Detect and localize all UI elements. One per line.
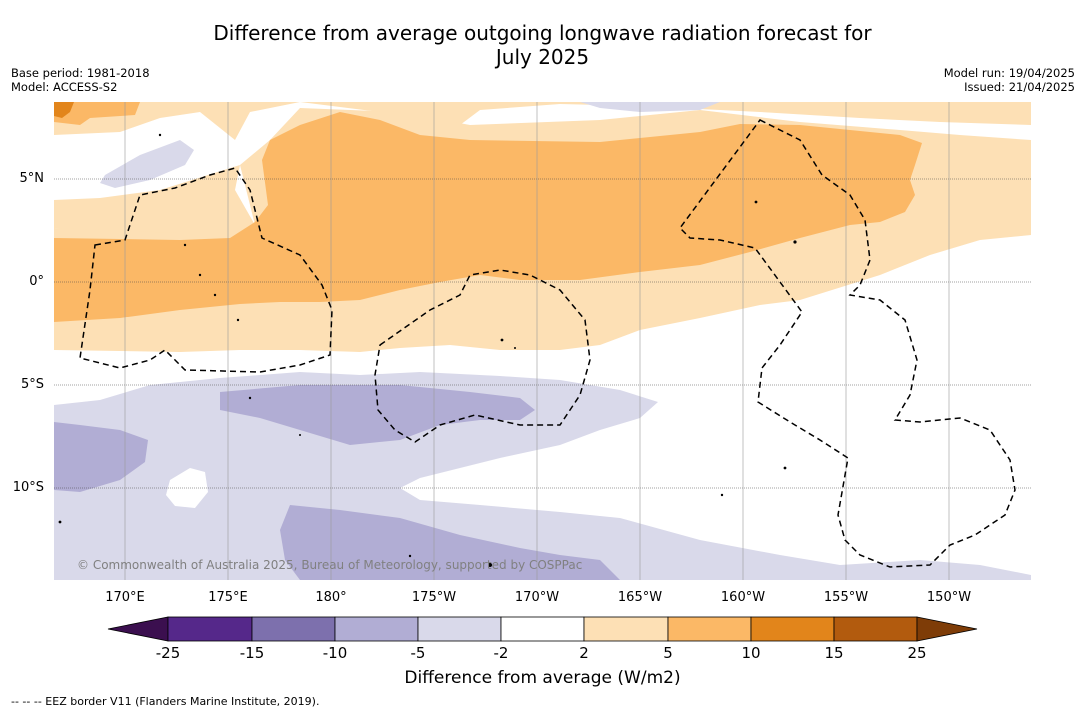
lon-label-175w: 175°W — [411, 590, 457, 605]
islands — [58, 133, 797, 567]
colorbar-tick: -10 — [322, 644, 348, 662]
positive-band-light — [54, 102, 1031, 240]
issued-date: Issued: 21/04/2025 — [964, 80, 1075, 94]
lon-label-175e: 175°E — [208, 590, 248, 605]
colorbar-tick: 2 — [579, 644, 589, 662]
lon-label-155w: 155°W — [823, 590, 869, 605]
lon-label-170w: 170°W — [514, 590, 560, 605]
colorbar-tick: -25 — [155, 644, 181, 662]
model-name: Model: ACCESS-S2 — [11, 80, 118, 94]
negative-patch-north — [100, 140, 194, 188]
lat-label-5s: 5°S — [20, 377, 44, 392]
lon-label-180: 180° — [315, 590, 347, 605]
positive-band-medium — [54, 112, 922, 322]
colorbar-tick: -15 — [239, 644, 265, 662]
eez-footnote: -- -- -- EEZ border V11 (Flanders Marine… — [11, 695, 320, 708]
colorbar-tick: -5 — [410, 644, 426, 662]
colorbar-tick: 25 — [907, 644, 927, 662]
anomaly-field — [54, 102, 1031, 580]
lon-label-165w: 165°W — [617, 590, 663, 605]
positive-patch-dark — [54, 102, 74, 118]
lon-label-170e: 170°E — [105, 590, 145, 605]
meta-right: Model run: 19/04/2025 Issued: 21/04/2025 — [944, 66, 1075, 94]
meta-left: Base period: 1981-2018 Model: ACCESS-S2 — [11, 66, 150, 94]
colorbar-tick: -2 — [493, 644, 509, 662]
meridians — [124, 102, 950, 580]
lat-label-0: 0° — [29, 274, 44, 289]
positive-patch-corner — [54, 102, 140, 125]
colorbar — [107, 616, 978, 642]
map-title: Difference from average outgoing longwav… — [0, 21, 1085, 69]
lat-label-10s: 10°S — [12, 480, 44, 495]
model-run: Model run: 19/04/2025 — [943, 66, 1075, 80]
copyright-notice: © Commonwealth of Australia 2025, Bureau… — [77, 558, 583, 572]
lat-label-5n: 5°N — [19, 171, 45, 186]
base-period: Base period: 1981-2018 — [11, 66, 150, 80]
lon-label-160w: 160°W — [720, 590, 766, 605]
eez-borders — [79, 119, 1016, 568]
title-line-2: July 2025 — [495, 45, 590, 69]
negative-patch-medium-2 — [54, 422, 148, 492]
colorbar-tick: 10 — [741, 644, 761, 662]
title-line-1: Difference from average outgoing longwav… — [213, 21, 872, 45]
lon-label-150w: 150°W — [926, 590, 972, 605]
colorbar-tick: 5 — [663, 644, 673, 662]
negative-patch-top — [580, 102, 720, 112]
colorbar-label: Difference from average (W/m2) — [404, 668, 681, 688]
colorbar-tick: 15 — [824, 644, 844, 662]
negative-patch-medium-3 — [280, 505, 620, 580]
negative-patch-medium-1 — [220, 385, 535, 445]
